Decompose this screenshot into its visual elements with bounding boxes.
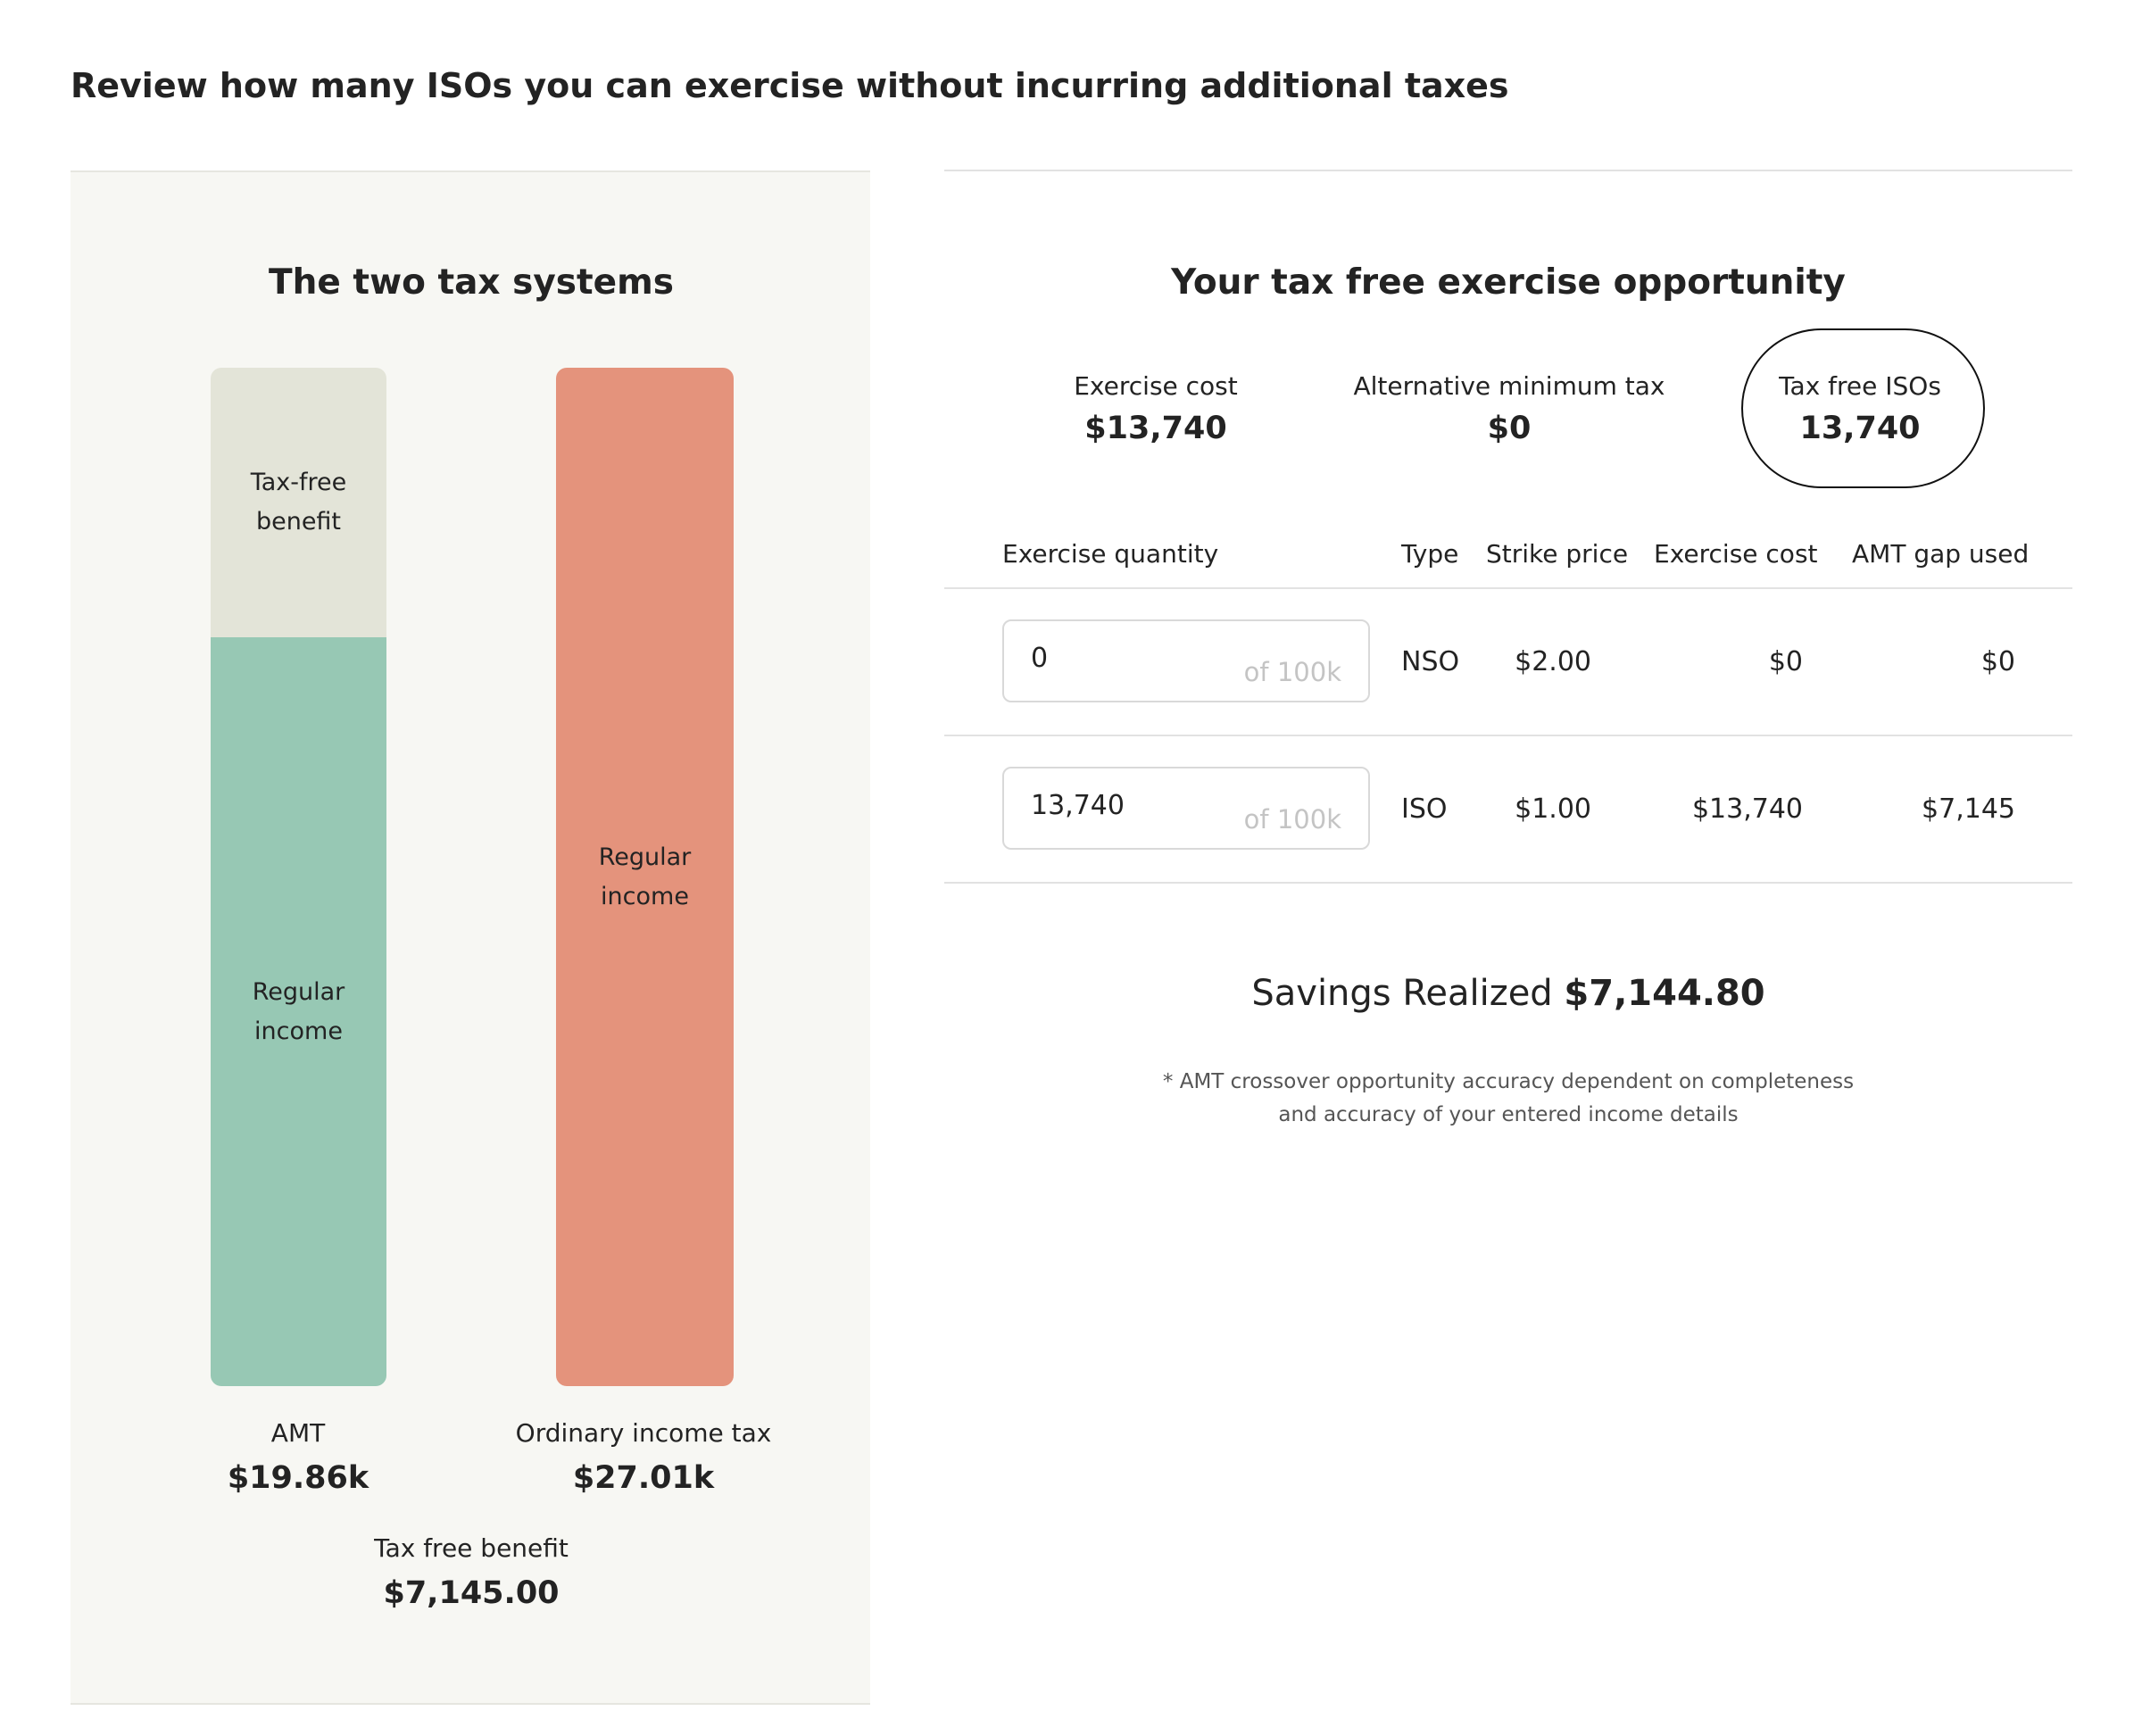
divider xyxy=(944,735,2072,736)
cell-gap: $7,145 xyxy=(1922,793,2015,825)
stat-label: Alternative minimum tax xyxy=(1353,371,1665,401)
savings-value: $7,144.80 xyxy=(1564,973,1765,1014)
benefit-label: Tax free benefit xyxy=(374,1533,569,1563)
tax-systems-panel xyxy=(71,170,870,1705)
quantity-input[interactable]: 0 of 100k xyxy=(1002,619,1370,702)
bar-amount: $19.86k xyxy=(227,1460,369,1496)
quantity-value: 13,740 xyxy=(1031,790,1125,821)
ordinary-bar xyxy=(556,368,734,1386)
segment-label: Regular income xyxy=(598,843,692,910)
footnote: * AMT crossover opportunity accuracy dep… xyxy=(1162,1070,1855,1126)
stat-value: $13,740 xyxy=(1084,411,1227,446)
stat-label: Tax free ISOs xyxy=(1779,371,1941,401)
stat-value: 13,740 xyxy=(1799,411,1921,446)
quantity-max: of 100k xyxy=(1243,804,1341,835)
bar-name: Ordinary income tax xyxy=(515,1418,772,1448)
column-header: Type xyxy=(1401,539,1459,569)
panel-title: The two tax systems xyxy=(269,262,674,303)
bar-name: AMT xyxy=(270,1418,326,1448)
amt-benefit-bar xyxy=(211,368,386,638)
stat-value: $0 xyxy=(1487,411,1532,446)
segment-label: Tax-free benefit xyxy=(250,469,347,536)
quantity-value: 0 xyxy=(1031,643,1049,674)
column-header: Strike price xyxy=(1486,539,1629,569)
type: ISO xyxy=(1401,793,1448,825)
savings-label: Savings Realized xyxy=(1251,973,1553,1014)
quantity-input[interactable]: 13,740 of 100k xyxy=(1002,767,1370,850)
divider xyxy=(944,170,2072,171)
cell-strike: $1.00 xyxy=(1515,793,1591,825)
segment-area: Tax-free benefit xyxy=(211,368,386,637)
column-header: Exercise cost xyxy=(1654,539,1818,569)
type: NSO xyxy=(1401,646,1460,677)
cell-cost: $13,740 xyxy=(1691,793,1803,825)
quantity-max: of 100k xyxy=(1243,657,1341,687)
highlight-oval xyxy=(1741,328,1985,488)
savings: Savings Realized $7,144.80 xyxy=(1251,973,1764,1014)
amt-regular-bar xyxy=(211,637,386,1386)
divider xyxy=(944,587,2072,589)
column-header: AMT gap used xyxy=(1852,539,2030,569)
cell-strike: $2.00 xyxy=(1515,646,1591,677)
cell-cost: $0 xyxy=(1768,646,1803,677)
stat-label: Exercise cost xyxy=(1074,371,1238,401)
bar-amount: $27.01k xyxy=(572,1460,715,1496)
divider xyxy=(944,882,2072,884)
cell-gap: $0 xyxy=(1980,646,2015,677)
segment-area: Regular income xyxy=(211,637,386,1386)
panel-title: Your tax free exercise opportunity xyxy=(1171,262,1846,303)
segment-area: Regular income xyxy=(556,368,734,1386)
column-header: Exercise quantity xyxy=(1002,539,1219,569)
segment-label: Regular income xyxy=(252,977,345,1045)
page-title: Review how many ISOs you can exercise wi… xyxy=(71,66,1509,105)
benefit-amount: $7,145.00 xyxy=(383,1575,560,1611)
